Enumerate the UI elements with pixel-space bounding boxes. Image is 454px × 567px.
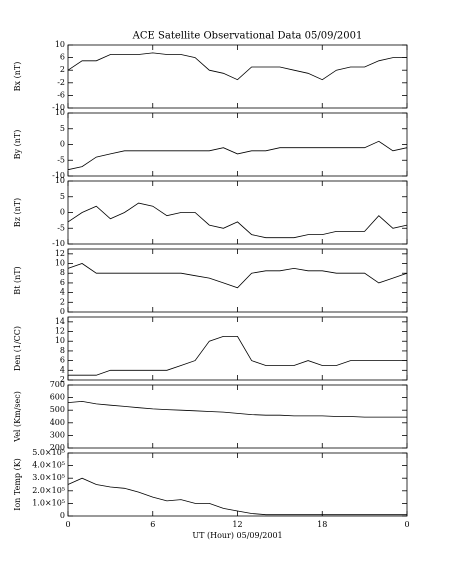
y-tick-label: 8 xyxy=(60,346,65,355)
y-tick-label: 0 xyxy=(60,307,65,316)
y-tick-label: 2 xyxy=(60,65,65,74)
y-tick-label: 12 xyxy=(55,327,65,336)
y-tick-label: 5 xyxy=(60,124,65,133)
y-tick-label: 6 xyxy=(60,356,65,365)
y-axis-label: By (nT) xyxy=(13,130,22,160)
y-tick-label: 2.0×10⁵ xyxy=(32,486,65,495)
y-tick-label: 5 xyxy=(60,192,65,201)
y-tick-label: 0 xyxy=(60,208,65,217)
y-tick-label: -10 xyxy=(52,103,65,112)
y-tick-label: -2 xyxy=(57,78,65,87)
y-axis-label: Den (1/CC) xyxy=(13,326,22,371)
y-tick-label: 10 xyxy=(55,259,65,268)
y-tick-label: 600 xyxy=(50,393,65,402)
y-tick-label: 0 xyxy=(60,140,65,149)
y-tick-label: -5 xyxy=(57,155,65,164)
panel-frame xyxy=(67,248,408,313)
data-line xyxy=(67,140,408,171)
y-tick-label: 5.0×10⁵ xyxy=(32,448,65,457)
y-tick-label: 0 xyxy=(60,511,65,520)
y-tick-label: 700 xyxy=(50,380,65,389)
y-tick-label: 6 xyxy=(60,53,65,62)
y-tick-label: 200 xyxy=(50,443,65,452)
y-tick-label: 10 xyxy=(55,336,65,345)
data-line xyxy=(68,336,407,376)
y-tick-label: -6 xyxy=(57,90,65,99)
y-tick-label: 12 xyxy=(55,249,65,258)
x-tick-label: 0 xyxy=(65,520,70,529)
y-tick-label: 8 xyxy=(60,268,65,277)
y-tick-label: 300 xyxy=(50,430,65,439)
y-tick-label: -5 xyxy=(57,223,65,232)
panel-frame xyxy=(67,180,408,245)
y-tick-label: -10 xyxy=(52,239,65,248)
data-line xyxy=(67,400,407,418)
y-tick-label: 6 xyxy=(60,278,65,287)
y-tick-label: 400 xyxy=(50,418,65,427)
y-tick-label: 3.0×10⁵ xyxy=(32,473,65,482)
y-tick-label: 10 xyxy=(55,176,65,185)
x-tick-label: 18 xyxy=(317,520,327,529)
y-tick-label: 500 xyxy=(50,405,65,414)
y-tick-label: 10 xyxy=(55,40,65,49)
y-tick-label: 4 xyxy=(60,288,65,297)
y-tick-label: 4.0×10⁵ xyxy=(32,461,65,470)
panel-frame xyxy=(67,452,408,517)
y-tick-label: 10 xyxy=(55,108,65,117)
x-axis-label: UT (Hour) 05/09/2001 xyxy=(192,531,282,540)
data-line xyxy=(67,52,407,81)
y-axis-label: Ion Temp (K) xyxy=(13,458,22,511)
chart-title: ACE Satellite Observational Data 05/09/2… xyxy=(132,31,363,42)
data-line xyxy=(67,263,408,289)
y-tick-label: 2 xyxy=(60,297,65,306)
y-tick-label: -10 xyxy=(52,171,65,180)
y-axis-label: Bt (nT) xyxy=(13,266,22,294)
y-tick-label: 14 xyxy=(55,317,65,326)
data-line xyxy=(67,477,407,516)
y-tick-label: 1.0×10⁵ xyxy=(32,498,65,507)
y-tick-label: 4 xyxy=(60,365,65,374)
y-axis-label: Bz (nT) xyxy=(13,198,22,227)
panel-frame xyxy=(67,112,408,177)
data-line xyxy=(67,202,408,239)
x-tick-label: 6 xyxy=(150,520,155,529)
y-axis-label: Bx (nT) xyxy=(13,62,22,92)
x-tick-label: 0 xyxy=(404,520,409,529)
x-tick-label: 12 xyxy=(232,520,242,529)
y-tick-label: 2 xyxy=(60,375,65,384)
y-axis-label: Vel (Km/sec) xyxy=(13,391,22,443)
